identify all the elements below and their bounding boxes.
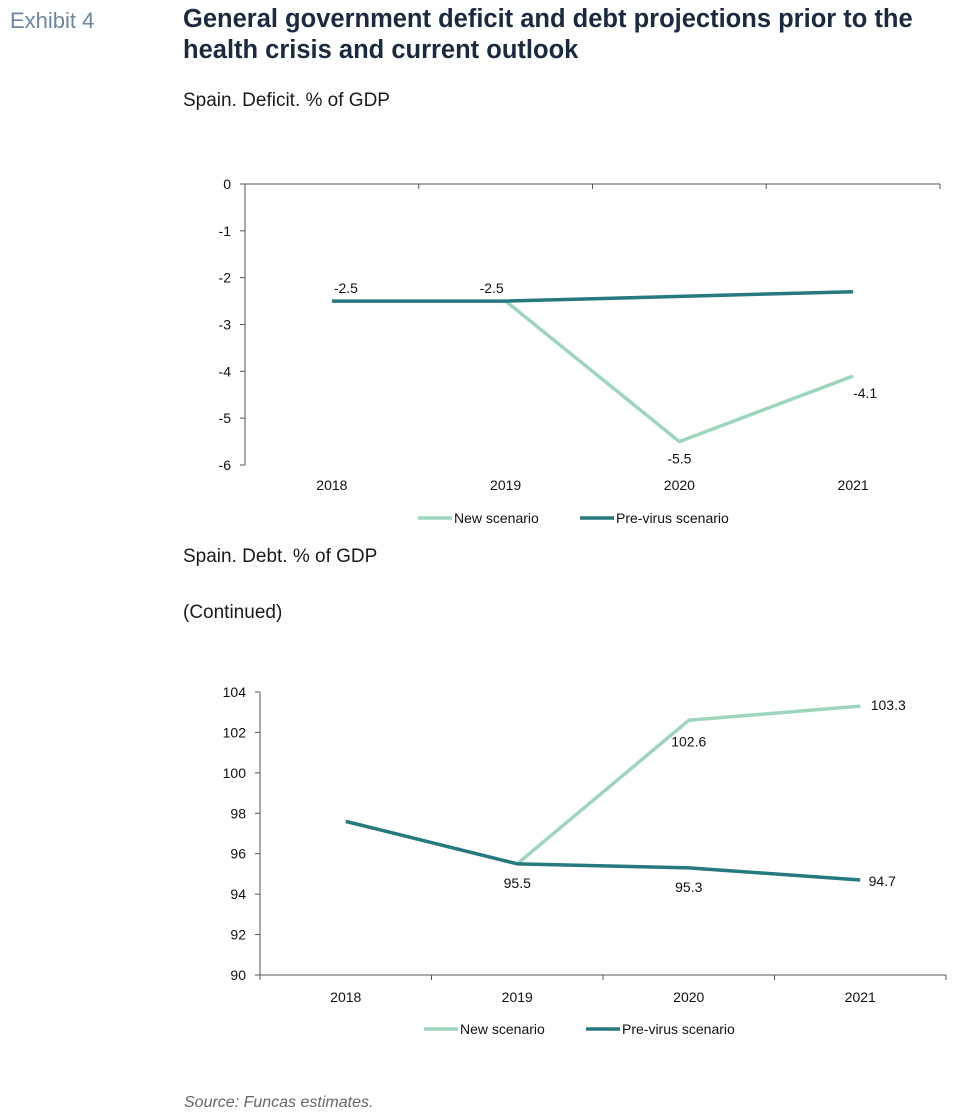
- x-tick-label: 2020: [664, 477, 695, 493]
- data-label: -2.5: [334, 280, 358, 296]
- data-label: 95.3: [675, 879, 702, 895]
- page-title: General government deficit and debt proj…: [183, 5, 913, 64]
- y-tick-label: 92: [230, 927, 246, 943]
- y-tick-label: -1: [219, 223, 232, 239]
- data-label: 94.7: [869, 873, 896, 889]
- y-tick-label: -4: [219, 363, 232, 379]
- y-tick-label: -5: [219, 410, 232, 426]
- y-tick-label: 98: [230, 805, 246, 821]
- series-line-new-scenario: [504, 299, 854, 444]
- debt-chart-note: (Continued): [183, 602, 283, 623]
- data-label: -5.5: [667, 451, 691, 467]
- x-tick-label: 2018: [330, 989, 361, 1005]
- series-line-new-scenario: [516, 704, 861, 866]
- y-tick-label: -2: [219, 270, 232, 286]
- x-tick-label: 2021: [845, 989, 876, 1005]
- y-tick-label: 90: [230, 967, 246, 983]
- data-label: -4.1: [853, 385, 877, 401]
- source-note: Source: Funcas estimates.: [184, 1094, 374, 1111]
- data-label: 95.5: [504, 875, 531, 891]
- y-tick-label: 104: [223, 684, 247, 700]
- legend-label-new-scenario: New scenario: [454, 510, 539, 526]
- legend-label-pre-virus-scenario: Pre-virus scenario: [616, 510, 729, 526]
- deficit-chart-title: Spain. Deficit. % of GDP: [183, 90, 390, 111]
- debt-chart-title: Spain. Debt. % of GDP: [183, 546, 378, 567]
- x-tick-label: 2020: [673, 989, 704, 1005]
- x-tick-label: 2019: [502, 989, 533, 1005]
- data-label: -2.5: [480, 280, 504, 296]
- legend-label-new-scenario: New scenario: [460, 1021, 545, 1037]
- series-line-pre-virus-scenario: [331, 289, 854, 303]
- y-tick-label: 96: [230, 846, 246, 862]
- debt-chart: 104 102 100 98 96 94 92 90 2018 2019 2020 2021 95.5 9…: [223, 684, 947, 1037]
- x-tick-label: 2018: [316, 477, 347, 493]
- y-tick-label: 102: [223, 724, 247, 740]
- legend-label-pre-virus-scenario: Pre-virus scenario: [622, 1021, 735, 1037]
- data-label: 102.6: [671, 733, 706, 749]
- deficit-chart: 0 -1 -2 -3 -4 -5 -6 2018 2019 2020 2021 -2.5 -2.5 -5.…: [219, 176, 941, 526]
- y-tick-label: -6: [219, 457, 232, 473]
- y-tick-label: 0: [223, 176, 231, 192]
- y-tick-label: -3: [219, 317, 232, 333]
- exhibit-label: Exhibit 4: [10, 8, 95, 33]
- x-tick-label: 2019: [490, 477, 521, 493]
- y-tick-label: 94: [230, 886, 246, 902]
- y-tick-label: 100: [223, 765, 247, 781]
- series-line-pre-virus-scenario: [345, 819, 861, 882]
- data-label: 103.3: [871, 697, 906, 713]
- x-tick-label: 2021: [838, 477, 869, 493]
